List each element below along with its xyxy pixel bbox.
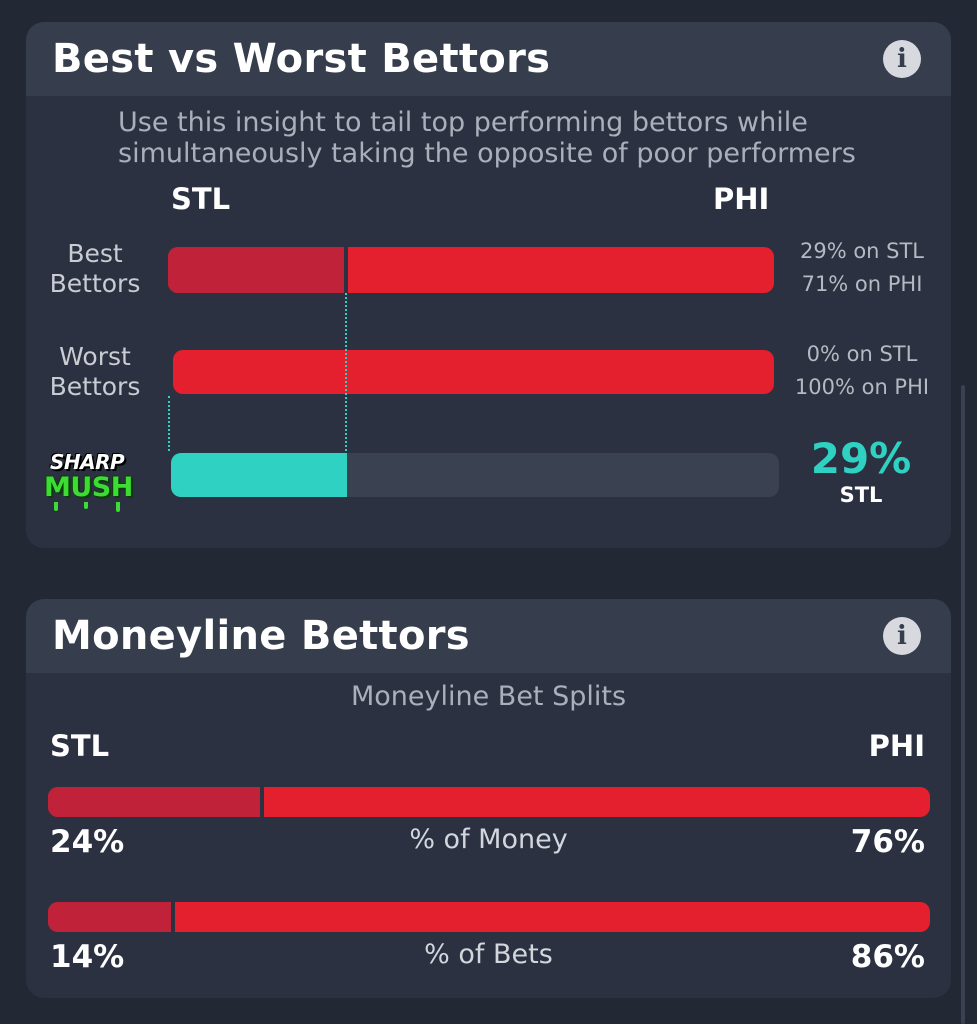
best-bettors-split: 29% on STL 71% on PHI bbox=[782, 235, 942, 301]
connector-line bbox=[345, 293, 347, 451]
card-title: Best vs Worst Bettors bbox=[52, 36, 551, 82]
money-split-bar bbox=[48, 787, 930, 817]
bar-divider bbox=[344, 247, 348, 293]
sharp-mush-team: STL bbox=[839, 483, 883, 507]
connector-line-worst bbox=[168, 396, 170, 451]
subtitle-line-1: Use this insight to tail top performing … bbox=[118, 107, 808, 138]
bar-segment-stl bbox=[168, 247, 344, 293]
money-label: % of Money bbox=[409, 824, 568, 855]
bets-split-bar bbox=[48, 902, 930, 932]
team-left-label: STL bbox=[171, 182, 231, 216]
bets-phi-pct: 86% bbox=[850, 939, 925, 975]
card-header: Best vs Worst Bettors i bbox=[26, 22, 951, 96]
best-bettors-label: Best Bettors bbox=[49, 239, 141, 298]
sharp-mush-pct: 29% bbox=[810, 434, 912, 483]
card-header: Moneyline Bettors i bbox=[26, 599, 951, 673]
sharp-mush-fill bbox=[171, 453, 347, 497]
team-left-label: STL bbox=[50, 729, 110, 763]
best-phi-pct: 71% on PHI bbox=[801, 272, 923, 296]
bar-divider bbox=[260, 787, 264, 817]
moneyline-subtitle: Moneyline Bet Splits bbox=[350, 681, 627, 712]
best-bettors-bar bbox=[168, 247, 774, 293]
money-phi-pct: 76% bbox=[850, 824, 925, 860]
worst-phi-pct: 100% on PHI bbox=[794, 375, 930, 399]
team-right-label: PHI bbox=[713, 182, 770, 216]
bets-stl-pct: 14% bbox=[50, 939, 125, 975]
moneyline-card: Moneyline Bettors i Moneyline Bet Splits… bbox=[26, 599, 951, 998]
bar-divider bbox=[171, 902, 175, 932]
bets-label: % of Bets bbox=[424, 939, 553, 970]
info-icon[interactable]: i bbox=[883, 40, 921, 78]
worst-bettors-label: Worst Bettors bbox=[49, 342, 141, 401]
worst-bettors-split: 0% on STL 100% on PHI bbox=[782, 338, 942, 404]
worst-stl-pct: 0% on STL bbox=[806, 342, 918, 366]
worst-bettors-bar bbox=[173, 350, 774, 394]
bar-segment-stl bbox=[48, 787, 260, 817]
subtitle-line-2: simultaneously taking the opposite of po… bbox=[118, 138, 856, 169]
bar-segment-stl bbox=[48, 902, 171, 932]
logo-drip bbox=[54, 502, 58, 511]
sharp-mush-bar bbox=[171, 453, 779, 497]
card-title: Moneyline Bettors bbox=[52, 613, 470, 659]
sharp-mush-logo: SHARP MUSH bbox=[44, 450, 152, 512]
scrollbar[interactable] bbox=[961, 385, 965, 1024]
info-icon[interactable]: i bbox=[883, 617, 921, 655]
logo-sharp-text: SHARP bbox=[50, 450, 125, 474]
logo-drip bbox=[116, 502, 120, 512]
team-right-label: PHI bbox=[868, 729, 925, 763]
money-stl-pct: 24% bbox=[50, 824, 125, 860]
best-stl-pct: 29% on STL bbox=[799, 239, 925, 263]
logo-mush-text: MUSH bbox=[44, 472, 133, 503]
card-subtitle: Use this insight to tail top performing … bbox=[118, 107, 856, 169]
sharp-mush-result: 29% STL bbox=[796, 434, 926, 507]
logo-drip bbox=[84, 502, 88, 509]
best-vs-worst-card: Best vs Worst Bettors i Use this insight… bbox=[26, 22, 951, 548]
